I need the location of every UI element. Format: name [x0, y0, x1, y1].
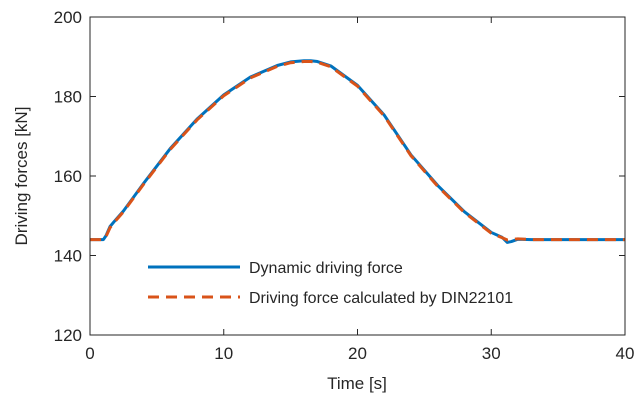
y-tick-label: 180: [54, 88, 82, 107]
x-tick-label: 30: [482, 344, 501, 363]
plot-area-frame: [89, 16, 626, 336]
legend: Dynamic driving force Driving force calc…: [140, 255, 550, 311]
series-layer: [90, 59, 625, 244]
x-tick-label: 0: [85, 344, 94, 363]
legend-label-dynamic: Dynamic driving force: [249, 260, 403, 277]
ticks-layer: 0 10 20 30 40 120 140 160 180 200: [54, 8, 635, 363]
y-tick-label: 140: [54, 247, 82, 266]
y-tick-label: 200: [54, 8, 82, 27]
x-tick-label: 20: [348, 344, 367, 363]
y-tick-label: 120: [54, 326, 82, 345]
x-tick-label: 10: [214, 344, 233, 363]
legend-box: [140, 255, 550, 311]
legend-label-din: Driving force calculated by DIN22101: [249, 290, 513, 307]
y-axis-label: Driving forces [kN]: [12, 107, 31, 246]
y-tick-label: 160: [54, 167, 82, 186]
x-axis-label: Time [s]: [327, 374, 387, 393]
series-line-din: [90, 60, 625, 242]
x-tick-label: 40: [616, 344, 635, 363]
